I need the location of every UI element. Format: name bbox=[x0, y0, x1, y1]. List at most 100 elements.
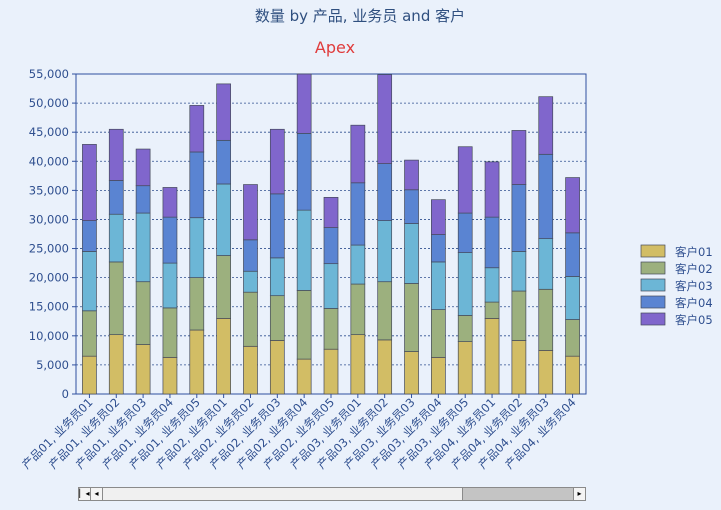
bar-segment bbox=[350, 124, 366, 184]
bar-segment bbox=[350, 244, 366, 285]
bar-segment bbox=[538, 153, 554, 240]
bar-segment bbox=[484, 318, 500, 395]
bar-segment bbox=[431, 199, 446, 235]
bar-segment bbox=[269, 128, 285, 195]
bar-segment bbox=[135, 344, 151, 395]
bar-segment bbox=[108, 128, 124, 181]
bar-segment bbox=[511, 290, 527, 341]
y-tick-label: 35,000 bbox=[29, 183, 69, 197]
bar-segment bbox=[377, 163, 393, 221]
y-tick-label: 55,000 bbox=[29, 67, 69, 81]
bar-segment bbox=[350, 283, 366, 336]
bar-segment bbox=[323, 348, 339, 395]
horizontal-scrollbar[interactable]: ▏◂ ◂ ▸ bbox=[78, 487, 586, 501]
bar-segment bbox=[108, 180, 124, 215]
y-tick-label: 20,000 bbox=[29, 271, 69, 285]
bar-segment bbox=[511, 130, 527, 185]
bar-segment bbox=[565, 319, 580, 357]
scroll-prev-button[interactable]: ◂ bbox=[91, 488, 103, 500]
bar-segment bbox=[108, 213, 124, 263]
bar-segment bbox=[216, 83, 231, 141]
bar-segment bbox=[565, 355, 580, 395]
bar-segment bbox=[216, 255, 231, 319]
bar-segment bbox=[565, 232, 580, 277]
bar-segment bbox=[457, 252, 473, 316]
bar-segment bbox=[377, 220, 393, 283]
bar-segment bbox=[511, 184, 527, 252]
bar-segment bbox=[135, 185, 151, 214]
bar-segment bbox=[457, 315, 473, 342]
scroll-first-button[interactable]: ▏◂ bbox=[79, 488, 91, 500]
bar-segment bbox=[189, 217, 205, 278]
bar-segment bbox=[538, 96, 554, 155]
bar-segment bbox=[350, 182, 366, 246]
bar-segment bbox=[323, 308, 339, 350]
bar-segment bbox=[484, 267, 500, 303]
y-tick-label: 5,000 bbox=[36, 358, 69, 372]
gridlines bbox=[76, 102, 586, 366]
legend-swatch bbox=[640, 261, 666, 275]
bar-segment bbox=[377, 281, 393, 341]
bar-segment bbox=[565, 177, 580, 234]
bar-segment bbox=[296, 73, 312, 134]
bars bbox=[82, 73, 580, 395]
arrow-right-icon: ▸ bbox=[577, 489, 582, 498]
bar-segment bbox=[82, 220, 97, 252]
bar-segment bbox=[484, 301, 500, 319]
bar-segment bbox=[431, 234, 446, 263]
bar-segment bbox=[162, 356, 178, 395]
bar-segment bbox=[296, 132, 312, 211]
bar-segment bbox=[350, 334, 366, 395]
bar-segment bbox=[135, 212, 151, 283]
bar-segment bbox=[162, 262, 178, 309]
legend: 客户01 客户02 客户03 客户04 客户05 bbox=[640, 244, 713, 327]
bar-segment bbox=[189, 329, 205, 395]
bar-segment bbox=[431, 356, 446, 395]
bar-segment bbox=[484, 216, 500, 269]
scroll-track[interactable] bbox=[103, 488, 463, 500]
legend-swatch bbox=[640, 295, 666, 309]
bar-segment bbox=[162, 307, 178, 358]
bar-segment bbox=[538, 288, 554, 351]
bar-segment bbox=[216, 183, 231, 256]
bar-segment bbox=[323, 196, 339, 228]
bar-segment bbox=[269, 193, 285, 259]
arrow-left-icon: ◂ bbox=[94, 489, 99, 498]
bar-segment bbox=[457, 341, 473, 395]
y-tick-label: 40,000 bbox=[29, 154, 69, 168]
y-axis: 0 5,000 10,000 15,000 20,000 25,000 30,000 35,0… bbox=[29, 67, 76, 401]
chart-subtitle: Apex bbox=[315, 38, 355, 57]
legend-swatch bbox=[640, 312, 666, 326]
bar-segment bbox=[404, 159, 419, 191]
bar-segment bbox=[243, 270, 258, 293]
scroll-thumb[interactable] bbox=[463, 488, 573, 500]
y-tick-label: 0 bbox=[62, 387, 69, 401]
bar-segment bbox=[162, 187, 178, 218]
bar-segment bbox=[431, 309, 446, 358]
bar-segment bbox=[82, 251, 97, 312]
y-tick-label: 25,000 bbox=[29, 242, 69, 256]
scroll-next-button[interactable]: ▸ bbox=[573, 488, 585, 500]
bar-segment bbox=[377, 74, 393, 164]
bar-segment bbox=[82, 355, 97, 395]
bar-segment bbox=[243, 239, 258, 272]
bar-segment bbox=[269, 257, 285, 297]
bar-segment bbox=[511, 340, 527, 395]
bar-segment bbox=[243, 291, 258, 347]
bar-segment bbox=[457, 212, 473, 253]
bar-segment bbox=[135, 281, 151, 345]
bar-segment bbox=[243, 345, 258, 395]
bar-segment bbox=[296, 358, 312, 395]
bar-segment bbox=[269, 340, 285, 395]
bar-segment bbox=[538, 238, 554, 290]
bar-segment bbox=[189, 151, 205, 219]
bar-segment bbox=[296, 209, 312, 291]
bar-segment bbox=[484, 161, 500, 218]
y-tick-label: 50,000 bbox=[29, 96, 69, 110]
bar-segment bbox=[108, 334, 124, 395]
bar-segment bbox=[216, 318, 231, 395]
bar-segment bbox=[162, 216, 178, 264]
bar-segment bbox=[189, 105, 205, 153]
